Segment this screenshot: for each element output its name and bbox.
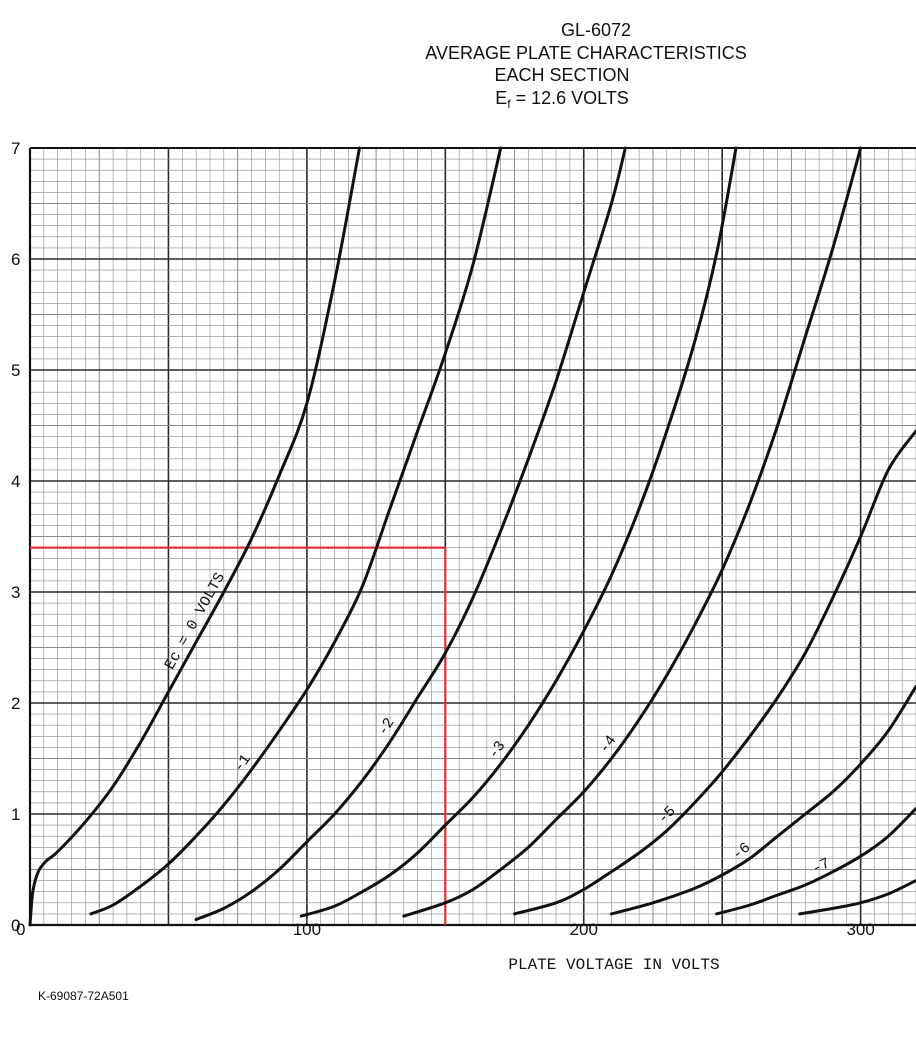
plate-curve-7 — [715, 807, 916, 916]
title-line-3: EACH SECTION — [494, 65, 629, 85]
x-axis-label: PLATE VOLTAGE IN VOLTS — [508, 956, 719, 974]
plate-curves — [28, 146, 916, 927]
y-tick-label: 2 — [11, 694, 20, 713]
y-tick-label: 6 — [11, 250, 20, 269]
plate-curve-6 — [609, 684, 916, 916]
curve-label-7: -7 — [809, 855, 833, 878]
x-tick-label: 100 — [293, 920, 321, 939]
plate-curve-0 — [28, 146, 361, 927]
y-tick-label: 4 — [11, 472, 20, 491]
y-tick-label: 1 — [11, 805, 20, 824]
plate-curve-8 — [798, 879, 916, 916]
x-tick-label: 200 — [570, 920, 598, 939]
curve-label-0: Ec = 0 VOLTS — [162, 570, 229, 673]
title-line-4-subscript: f — [507, 97, 511, 111]
title-block: GL-6072 AVERAGE PLATE CHARACTERISTICS EA… — [425, 20, 746, 111]
title-line-1: GL-6072 — [561, 20, 631, 40]
y-tick-label: 0 — [11, 916, 20, 935]
y-tick-label: 5 — [11, 361, 20, 380]
plate-curve-5 — [513, 429, 916, 916]
x-tick-label: 300 — [846, 920, 874, 939]
curve-labels: Ec = 0 VOLTS-1-2-3 -4-5-6-7 — [162, 570, 833, 878]
plate-curve-2 — [194, 146, 627, 921]
curve-label-6: -6 — [729, 839, 754, 864]
plate-curve-3 — [299, 146, 738, 918]
y-tick-label: 7 — [11, 139, 20, 158]
title-line-4-rest: = 12.6 VOLTS — [511, 88, 629, 108]
curve-label-2: -2 — [375, 715, 399, 739]
axis-ticks: 0 1 2 3 4 5 6 7 0 100 200 300 — [11, 139, 875, 939]
title-line-4-main: E — [495, 88, 507, 108]
y-tick-label: 3 — [11, 583, 20, 602]
figure-code: K-69087-72A501 — [38, 989, 129, 1003]
grid — [28, 147, 916, 927]
plate-curve-1 — [89, 146, 503, 916]
x-tick-label: 0 — [16, 920, 25, 939]
plate-curve-4 — [402, 146, 863, 918]
title-line-2: AVERAGE PLATE CHARACTERISTICS — [425, 43, 746, 63]
title-line-4: Ef = 12.6 VOLTS — [495, 88, 629, 111]
